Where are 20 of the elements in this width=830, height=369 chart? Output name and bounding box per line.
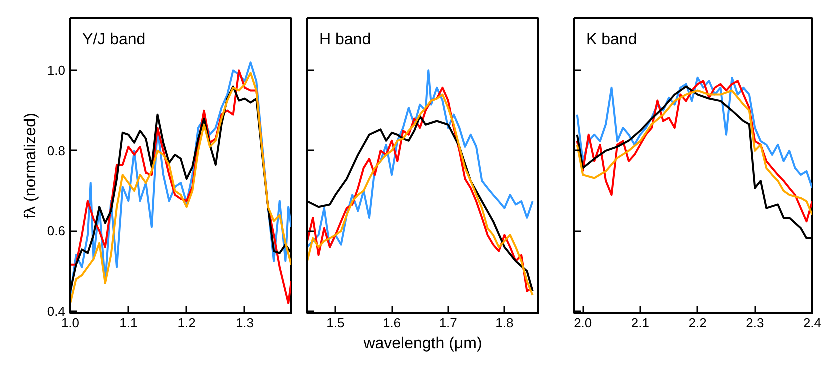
x-tick-label: 2.1 (631, 316, 650, 330)
x-tick-label: 1.5 (326, 316, 345, 330)
x-axis-title: wavelength (μm) (362, 336, 482, 352)
y-tick-label: 0.8 (47, 143, 66, 158)
x-tick-label: 2.0 (574, 316, 592, 330)
text: K band (586, 32, 638, 48)
x-tick-label: 2.4 (803, 316, 822, 330)
x-tick-label: 2.3 (746, 316, 764, 330)
x-tick-label: 1.6 (382, 316, 402, 330)
y-tick-label: 1.0 (47, 63, 66, 78)
x-tick-label: 2.2 (688, 316, 707, 330)
text: Y/J band (82, 32, 146, 48)
y-tick-label: 0.6 (47, 224, 66, 239)
x-tick-label: 1.8 (496, 316, 514, 330)
x-tick-label: 1.2 (178, 316, 196, 330)
x-tick-label: 1.3 (236, 316, 254, 330)
x-tick-label: 1.7 (439, 316, 458, 330)
x-tick-label: 1.1 (120, 316, 138, 330)
y-axis-title: fλ (normalized) (22, 113, 40, 219)
text: H band (320, 32, 372, 48)
